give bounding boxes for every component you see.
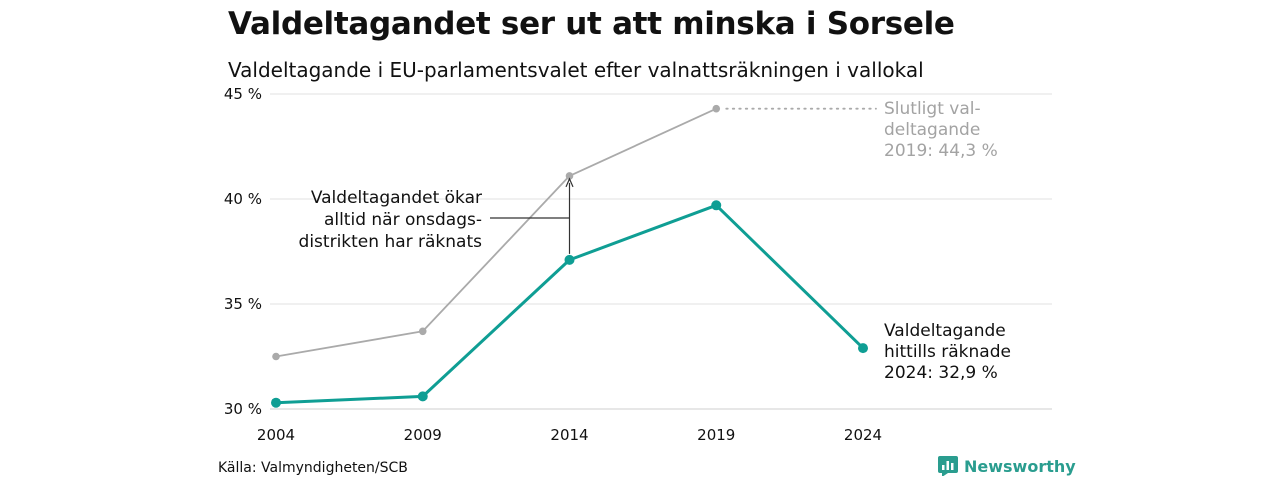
x-tick-label: 2009	[404, 426, 442, 444]
data-point-final	[712, 104, 721, 113]
x-tick-label: 2004	[257, 426, 295, 444]
brand-logo: Newsworthy	[938, 456, 1076, 476]
final-turnout-label: deltagande	[884, 120, 980, 140]
x-tick-label: 2019	[697, 426, 735, 444]
newsworthy-logo-icon	[938, 456, 958, 476]
data-point-election_night	[858, 343, 868, 354]
note-arrow-head	[565, 177, 574, 188]
x-tick-label: 2024	[844, 426, 882, 444]
x-tick-label: 2014	[550, 426, 588, 444]
data-point-final	[418, 327, 427, 336]
data-point-election_night	[417, 391, 428, 402]
data-point-final	[565, 172, 574, 180]
wednesday-note: distrikten har räknats	[299, 232, 483, 252]
final-turnout-label: Slutligt val-	[884, 99, 981, 119]
chart-subtitle: Valdeltagande i EU-parlamentsvalet efter…	[228, 58, 924, 82]
source-note: Källa: Valmyndigheten/SCB	[218, 460, 408, 476]
wednesday-note: Valdeltagandet ökar	[311, 188, 482, 208]
data-point-election_night	[564, 254, 575, 265]
chart-title: Valdeltagandet ser ut att minska i Sorse…	[228, 6, 955, 42]
final-turnout-label: 2019: 44,3 %	[884, 141, 998, 161]
brand-name: Newsworthy	[964, 456, 1076, 476]
y-tick-label: 40 %	[224, 190, 262, 208]
y-tick-label: 30 %	[224, 400, 262, 418]
series-group	[271, 104, 868, 408]
series-line-final	[275, 107, 717, 358]
y-axis-ticks: 30 % 35 % 40 % 45 %	[224, 85, 262, 418]
current-turnout-label: Valdeltagande	[884, 321, 1006, 341]
data-point-election_night	[271, 397, 281, 408]
x-axis-ticks: 2004 2009 2014 2019 2024	[257, 426, 882, 444]
current-turnout-label: 2024: 32,9 %	[884, 363, 998, 383]
current-turnout-label: hittills räknade	[884, 342, 1011, 362]
y-tick-label: 45 %	[224, 85, 262, 103]
wednesday-note: alltid när onsdags-	[324, 210, 482, 230]
data-point-election_night	[711, 200, 722, 211]
y-tick-label: 35 %	[224, 295, 262, 313]
gridlines	[270, 93, 1052, 410]
data-point-final	[272, 352, 280, 361]
